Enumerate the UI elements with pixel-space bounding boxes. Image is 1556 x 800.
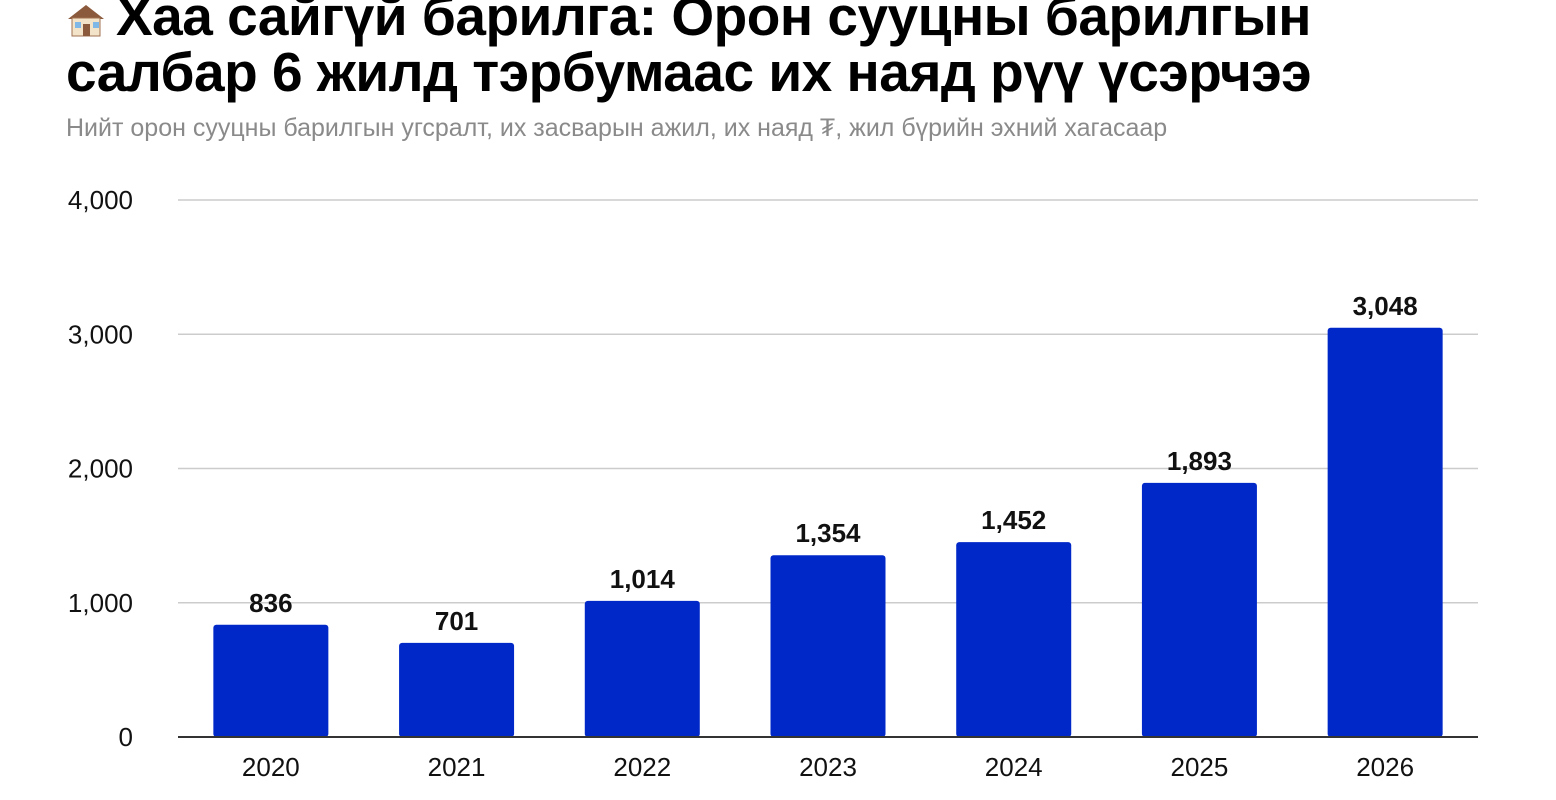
data-label: 1,893 (1167, 446, 1232, 476)
data-label: 836 (249, 588, 292, 618)
x-tick-label: 2022 (613, 752, 671, 782)
data-label: 701 (435, 606, 478, 636)
x-tick-label: 2025 (1171, 752, 1229, 782)
chart-subtitle: Нийт орон сууцны барилгын угсралт, их за… (66, 114, 1168, 142)
bar (770, 555, 886, 737)
bar (213, 624, 329, 737)
data-label: 3,048 (1353, 291, 1418, 321)
x-tick-label: 2026 (1356, 752, 1414, 782)
y-tick-label: 2,000 (68, 454, 133, 484)
x-tick-label: 2021 (428, 752, 486, 782)
bar (1327, 327, 1443, 737)
bar (399, 642, 515, 737)
chart-title: Хаа сайгүй барилга: Орон сууцны барилгын… (66, 0, 1506, 100)
house-icon (66, 0, 106, 37)
y-tick-label: 4,000 (68, 185, 133, 215)
y-tick-label: 3,000 (68, 319, 133, 349)
x-tick-label: 2023 (799, 752, 857, 782)
y-tick-label: 0 (119, 722, 133, 752)
bar (584, 600, 700, 737)
bar (956, 542, 1072, 737)
data-label: 1,354 (795, 518, 861, 548)
data-label: 1,452 (981, 505, 1046, 535)
title-block: Хаа сайгүй барилга: Орон сууцны барилгын… (66, 0, 1506, 100)
chart-title-text: Хаа сайгүй барилга: Орон сууцны барилгын… (66, 0, 1312, 103)
y-tick-label: 1,000 (68, 588, 133, 618)
x-tick-label: 2024 (985, 752, 1043, 782)
data-label: 1,014 (610, 564, 676, 594)
bar (1141, 482, 1257, 737)
x-tick-label: 2020 (242, 752, 300, 782)
